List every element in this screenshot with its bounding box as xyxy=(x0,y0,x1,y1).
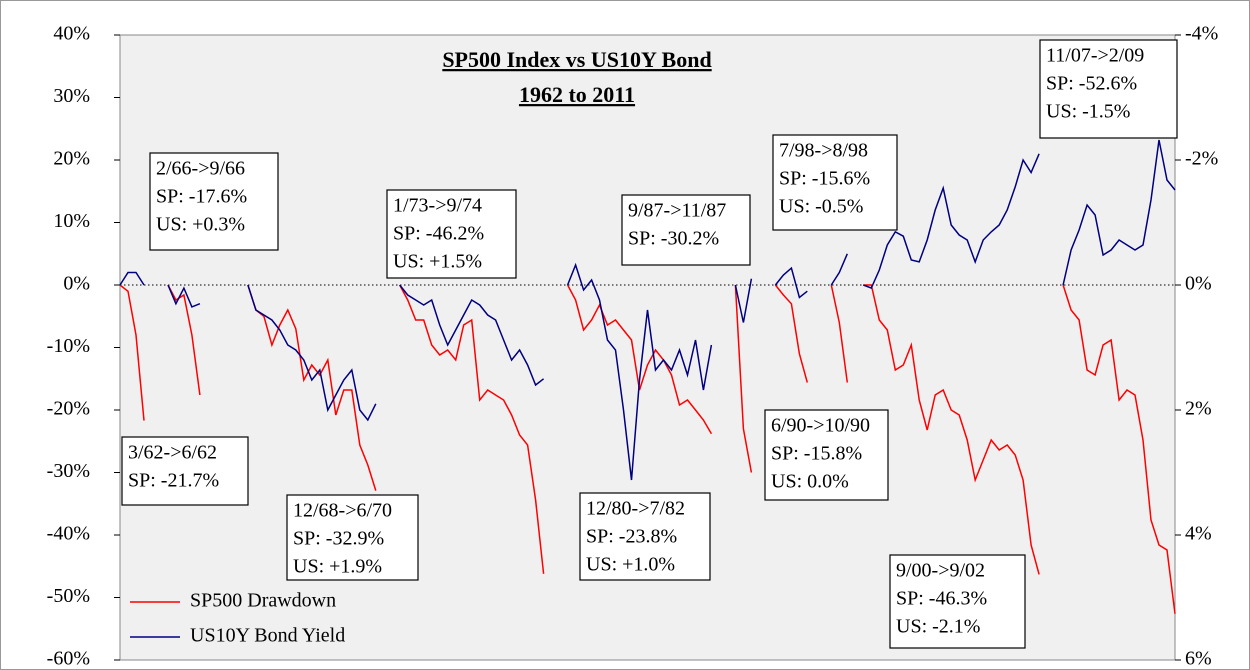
annotation-text: SP: -52.6% xyxy=(1046,73,1137,95)
y2-tick-label: -4% xyxy=(1185,23,1218,45)
chart-title: SP500 Index vs US10Y Bond xyxy=(442,47,711,72)
annotation-text: 2/66->9/66 xyxy=(156,158,245,180)
annotation-text: SP: -17.6% xyxy=(156,186,247,208)
annotation-text: SP: -46.2% xyxy=(393,223,484,245)
y-tick-label: 0% xyxy=(63,273,90,295)
annotation-text: 3/62->6/62 xyxy=(128,442,217,464)
legend-label: SP500 Drawdown xyxy=(190,590,336,612)
annotation-box xyxy=(1039,39,1178,139)
annotation-text: 1/73->9/74 xyxy=(393,195,482,217)
annotation-box xyxy=(579,492,711,581)
annotation-text: 6/90->10/90 xyxy=(771,415,870,437)
annotation-box xyxy=(386,189,517,279)
annotation-text: SP: -15.8% xyxy=(771,443,862,465)
annotation-text: 9/87->11/87 xyxy=(628,200,726,222)
annotation-text: 9/00->9/02 xyxy=(896,560,985,582)
annotation-text: 7/98->8/98 xyxy=(779,140,868,162)
y2-tick-label: 2% xyxy=(1185,398,1212,420)
annotation-text: SP: -46.3% xyxy=(896,588,987,610)
annotation-box xyxy=(286,494,419,581)
annotation-text: 12/68->6/70 xyxy=(293,500,392,522)
y-tick-label: 30% xyxy=(53,85,90,107)
series-line xyxy=(119,139,1176,481)
annotation-text: US: +1.5% xyxy=(393,251,482,273)
y-tick-label: 10% xyxy=(53,210,90,232)
annotation-text: SP: -23.8% xyxy=(586,526,677,548)
annotation-text: US: -2.1% xyxy=(896,616,980,638)
annotation-text: US: -1.5% xyxy=(1046,101,1130,123)
annotation-text: US: +1.0% xyxy=(586,554,675,576)
y2-tick-label: 6% xyxy=(1185,648,1212,670)
annotation-box xyxy=(121,436,249,506)
annotation-text: US: -0.5% xyxy=(779,196,863,218)
y2-tick-label: -2% xyxy=(1185,148,1218,170)
y-tick-label: -60% xyxy=(47,648,90,670)
legend-label: US10Y Bond Yield xyxy=(190,625,345,647)
annotation-text: SP: -30.2% xyxy=(628,228,719,250)
annotation-text: SP: -21.7% xyxy=(128,470,219,492)
annotation-box xyxy=(149,152,279,251)
annotation-text: US: +0.3% xyxy=(156,214,245,236)
annotation-text: 12/80->7/82 xyxy=(586,498,685,520)
annotation-box xyxy=(772,134,898,231)
y-tick-label: -50% xyxy=(47,585,90,607)
y2-tick-label: 0% xyxy=(1185,273,1212,295)
annotation-box xyxy=(889,554,1026,649)
y2-tick-label: 4% xyxy=(1185,523,1212,545)
y-tick-label: 20% xyxy=(53,148,90,170)
y-tick-label: -20% xyxy=(47,398,90,420)
y-tick-label: 40% xyxy=(53,23,90,45)
y-tick-label: -10% xyxy=(47,335,90,357)
annotation-text: US: +1.9% xyxy=(293,556,382,578)
annotation-box xyxy=(764,409,889,501)
chart-subtitle: 1962 to 2011 xyxy=(519,82,635,107)
annotation-text: SP: -15.6% xyxy=(779,168,870,190)
annotation-text: 11/07->2/09 xyxy=(1046,45,1144,67)
annotation-text: SP: -32.9% xyxy=(293,528,384,550)
y-tick-label: -40% xyxy=(47,523,90,545)
annotation-text: US: 0.0% xyxy=(771,471,849,493)
y-tick-label: -30% xyxy=(47,460,90,482)
series-line xyxy=(119,284,1176,614)
annotation-box xyxy=(621,194,751,266)
